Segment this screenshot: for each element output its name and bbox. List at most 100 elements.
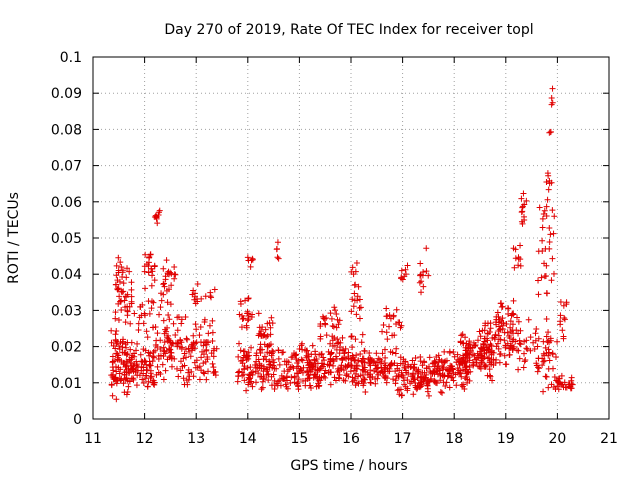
data-point [295, 370, 302, 377]
data-point [247, 263, 254, 270]
data-point [507, 318, 514, 325]
data-point [126, 303, 133, 310]
data-point [545, 172, 552, 179]
data-point [156, 311, 163, 318]
data-point [249, 383, 256, 390]
data-point [114, 338, 121, 345]
data-point [192, 364, 199, 371]
data-point [139, 376, 146, 383]
data-point [467, 347, 474, 354]
data-point [185, 345, 192, 352]
y-tick-label: 0.05 [51, 231, 82, 247]
data-point [367, 379, 374, 386]
data-point [332, 307, 339, 314]
data-point [497, 336, 504, 343]
data-point [126, 369, 133, 376]
data-point [209, 317, 216, 324]
data-point [160, 317, 167, 324]
data-point [260, 368, 267, 375]
data-point [535, 335, 542, 342]
data-point [248, 314, 255, 321]
data-point [432, 379, 439, 386]
data-point [108, 381, 115, 388]
data-point [353, 379, 360, 386]
data-point [295, 357, 302, 364]
data-point [542, 272, 549, 279]
data-point [191, 345, 198, 352]
data-point [510, 297, 517, 304]
data-point [289, 363, 296, 370]
data-point [546, 349, 553, 356]
data-point [181, 381, 188, 388]
data-point [458, 373, 465, 380]
data-points [108, 85, 576, 403]
data-point [167, 349, 174, 356]
data-point [134, 340, 141, 347]
data-point [418, 378, 425, 385]
data-point [520, 190, 527, 197]
data-point [347, 355, 354, 362]
data-point [398, 267, 405, 274]
data-point [140, 379, 147, 386]
data-point [497, 300, 504, 307]
data-point [133, 347, 140, 354]
data-point [554, 338, 561, 345]
data-point [353, 362, 360, 369]
data-point [201, 318, 208, 325]
data-point [279, 349, 286, 356]
data-point [183, 335, 190, 342]
data-point [192, 300, 199, 307]
data-point [437, 389, 444, 396]
data-point [477, 365, 484, 372]
data-point [194, 280, 201, 287]
data-point [323, 332, 330, 339]
data-point [416, 384, 423, 391]
data-point [145, 269, 152, 276]
data-point [460, 356, 467, 363]
data-point [320, 354, 327, 361]
data-point [361, 347, 368, 354]
data-point [305, 371, 312, 378]
data-point [443, 357, 450, 364]
data-point [141, 268, 148, 275]
data-point [423, 365, 430, 372]
data-point [241, 377, 248, 384]
data-point [284, 385, 291, 392]
data-point [126, 268, 133, 275]
data-point [404, 387, 411, 394]
data-point [543, 213, 550, 220]
data-point [265, 370, 272, 377]
data-point [336, 375, 343, 382]
data-point [128, 286, 135, 293]
data-point [321, 315, 328, 322]
data-point [114, 285, 121, 292]
data-point [353, 260, 360, 267]
data-point [178, 320, 185, 327]
data-point [160, 265, 167, 272]
data-point [509, 321, 516, 328]
data-point [496, 323, 503, 330]
data-point [317, 320, 324, 327]
data-point [420, 268, 427, 275]
data-point [168, 363, 175, 370]
data-point [546, 177, 553, 184]
data-point [298, 367, 305, 374]
data-point [165, 335, 172, 342]
data-point [517, 262, 524, 269]
data-point [359, 331, 366, 338]
data-point [480, 340, 487, 347]
data-point [458, 332, 465, 339]
data-point [174, 314, 181, 321]
data-point [383, 329, 390, 336]
data-point [487, 349, 494, 356]
data-point [351, 290, 358, 297]
data-point [519, 220, 526, 227]
data-point [128, 339, 135, 346]
data-point [382, 373, 389, 380]
data-point [161, 339, 168, 346]
data-point [544, 196, 551, 203]
data-point [150, 377, 157, 384]
data-point [547, 231, 554, 238]
data-point [535, 291, 542, 298]
data-point [151, 381, 158, 388]
